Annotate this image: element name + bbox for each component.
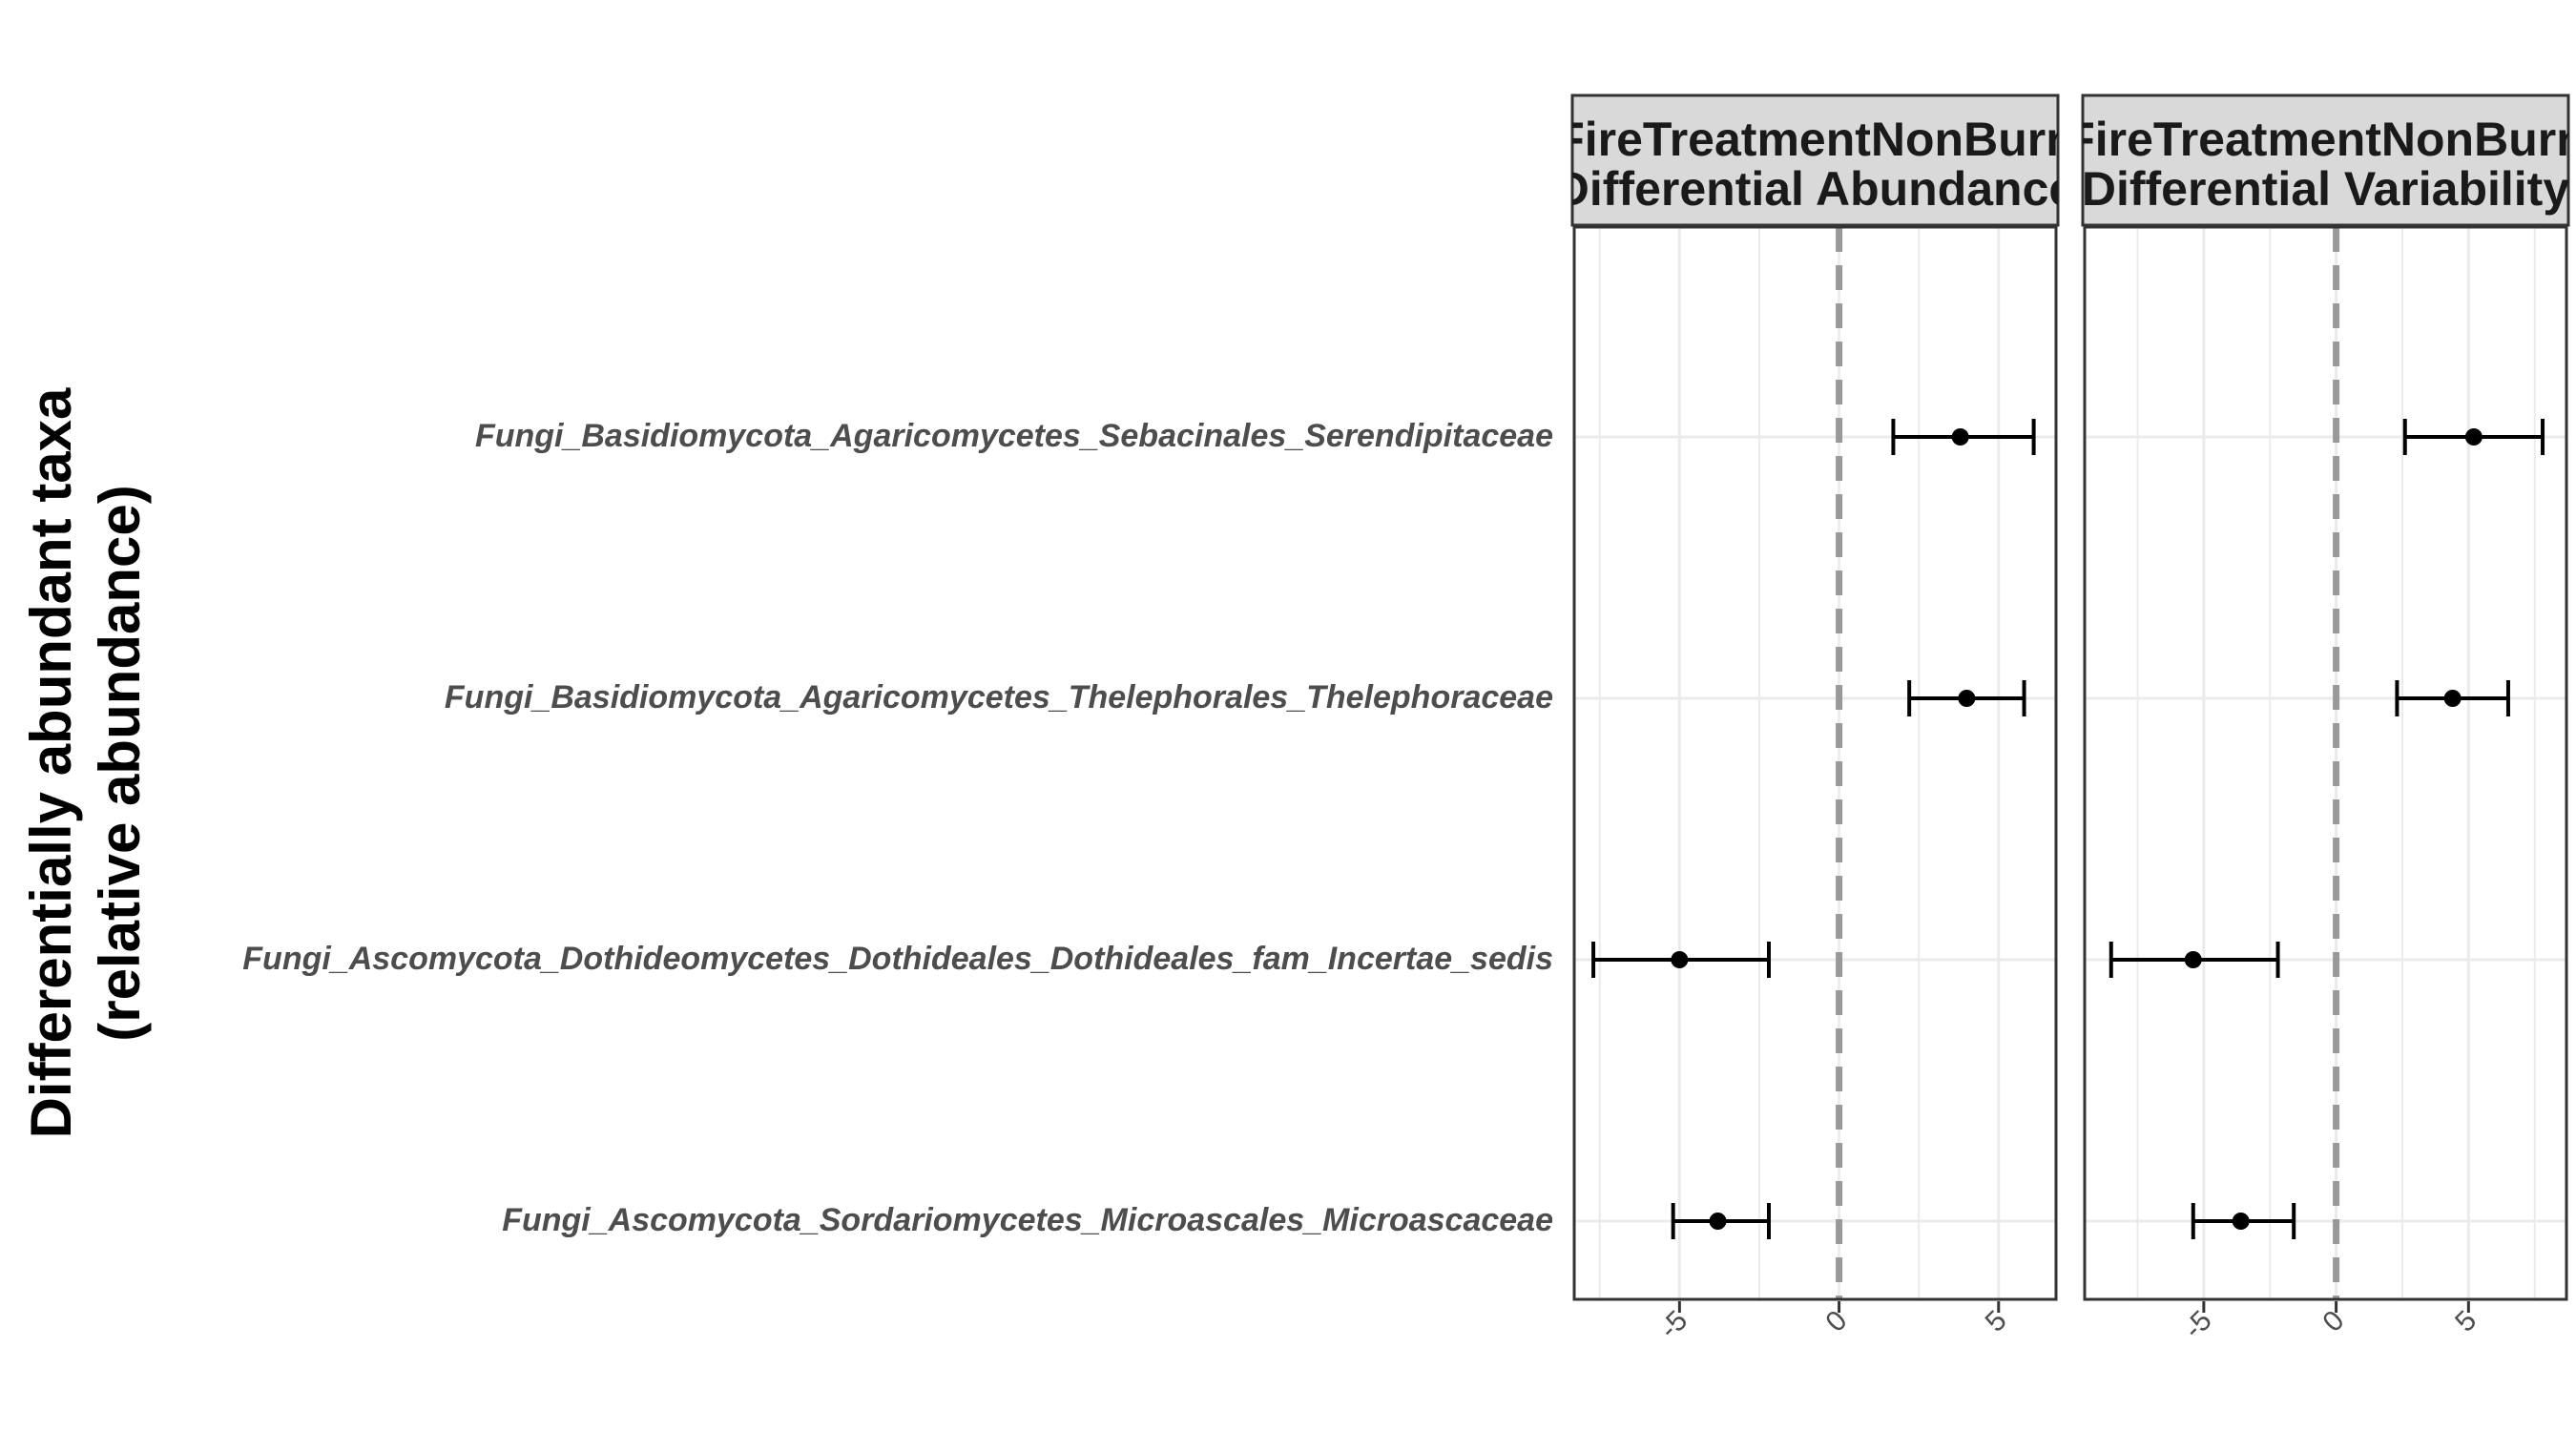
x-tick-label: 0: [2316, 1305, 2350, 1338]
estimate-point: [1709, 1213, 1727, 1230]
panel-border: [2083, 225, 2568, 1301]
estimate-point: [1958, 690, 1976, 707]
x-tick-label: 0: [1819, 1305, 1853, 1338]
category-label: Fungi_Basidiomycota_Agaricomycetes_Sebac…: [475, 418, 1553, 454]
panel-strip: [2081, 93, 2570, 227]
panel-strip: [1570, 93, 2060, 227]
estimate-point: [2443, 690, 2462, 707]
estimate-point: [2232, 1213, 2250, 1230]
x-tick-label: -5: [2178, 1305, 2218, 1345]
panel-differential-abundance: FireTreatmentNonBurn Differential Abunda…: [1555, 93, 2075, 1301]
panel-strip-line-1: FireTreatmentNonBurn: [1555, 113, 2075, 166]
category-label: Fungi_Basidiomycota_Agaricomycetes_Thele…: [445, 679, 1553, 716]
panel-differential-variability: FireTreatmentNonBurn Differential Variab…: [2066, 93, 2576, 1301]
y-axis-title-line-1: Differentially abundant taxa: [19, 387, 83, 1138]
x-tick-label: 5: [1980, 1305, 2013, 1338]
x-tick-label: 5: [2449, 1305, 2483, 1338]
panel-plot-area: [1574, 227, 2056, 1299]
panel-plot-area: [2085, 227, 2566, 1299]
y-axis-title-line-2: (relative abundance): [88, 485, 152, 1042]
category-labels: Fungi_Basidiomycota_Agaricomycetes_Sebac…: [242, 418, 1553, 1238]
panel-strip-line-2: Differential Variability: [2082, 162, 2569, 216]
x-tick-label: -5: [1653, 1305, 1693, 1345]
estimate-point: [1671, 951, 1689, 968]
estimate-point: [1951, 428, 1969, 446]
y-axis-title: Differentially abundant taxa (relative a…: [19, 387, 152, 1138]
estimate-point: [2184, 951, 2202, 968]
panel-strip-line-2: Differential Abundance: [1555, 162, 2075, 216]
panel-strip-line-1: FireTreatmentNonBurn: [2066, 113, 2576, 166]
category-label: Fungi_Ascomycota_Sordariomycetes_Microas…: [502, 1202, 1553, 1238]
category-label: Fungi_Ascomycota_Dothideomycetes_Dothide…: [242, 941, 1553, 977]
panel-border: [1572, 225, 2058, 1301]
estimate-point: [2464, 428, 2483, 446]
